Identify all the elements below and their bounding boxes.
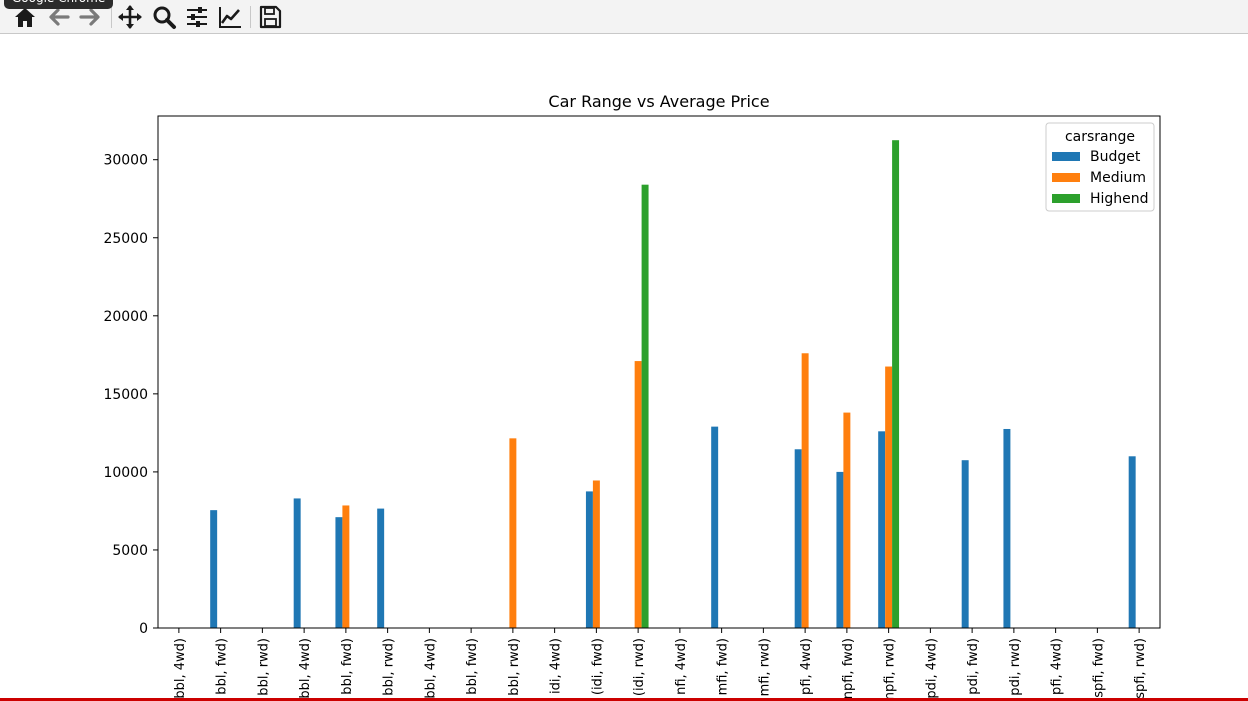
legend-title: carsrange: [1065, 129, 1135, 145]
x-tick-label: nfi, 4wd): [674, 638, 689, 695]
bar-budget: [794, 449, 802, 628]
legend-swatch: [1052, 194, 1080, 203]
x-tick-label: idi, 4wd): [549, 638, 564, 694]
bar-medium: [592, 480, 600, 628]
legend-entry: Medium: [1090, 170, 1146, 186]
tooltip: Google Chrome: [4, 0, 114, 9]
x-tick-label: spfi, fwd): [1091, 638, 1106, 698]
edit-axes-button[interactable]: [216, 3, 244, 31]
x-tick-label: bbl, fwd): [215, 638, 230, 695]
bar-medium: [509, 438, 517, 628]
bar-highend: [641, 184, 649, 628]
bar-budget: [878, 431, 886, 628]
bar-budget: [293, 498, 301, 628]
bar-budget: [711, 426, 719, 628]
legend-swatch: [1052, 173, 1080, 182]
x-tick-label: bbl, fwd): [465, 638, 480, 695]
x-tick-label: mfi, fwd): [716, 638, 731, 695]
arrow-left-icon: [49, 8, 70, 26]
y-tick-label: 20000: [103, 309, 148, 325]
x-tick-label: bbl, 4wd): [423, 638, 438, 698]
matplotlib-toolbar: Google Chrome: [0, 0, 1248, 34]
x-tick-label: bbl, fwd): [340, 638, 355, 695]
bar-medium: [843, 412, 851, 628]
x-tick-label: bbl, rwd): [382, 638, 397, 696]
legend-swatch: [1052, 152, 1080, 161]
x-tick-label: (idi, fwd): [590, 638, 605, 695]
bar-budget: [836, 471, 844, 628]
bar-budget: [210, 510, 218, 628]
x-tick-label: pdi, 4wd): [924, 638, 939, 698]
x-tick-label: bbl, rwd): [256, 638, 271, 696]
y-tick-label: 25000: [103, 231, 148, 247]
sliders-icon: [187, 7, 207, 27]
save-button[interactable]: [256, 3, 284, 31]
bar-budget: [585, 491, 593, 628]
configure-subplots-button[interactable]: [183, 3, 211, 31]
x-tick-label: pfi, 4wd): [799, 638, 814, 695]
zoom-button[interactable]: [150, 3, 178, 31]
chart-title: Car Range vs Average Price: [548, 92, 769, 111]
bar-budget: [1128, 456, 1136, 628]
x-tick-label: (idi, rwd): [632, 638, 647, 696]
x-tick-label: bbl, rwd): [507, 638, 522, 696]
window-bottom-border: [0, 698, 1248, 701]
x-tick-label: pdi, fwd): [966, 638, 981, 695]
pan-button[interactable]: [116, 3, 144, 31]
x-tick-label: npfi, rwd): [883, 638, 898, 698]
back-button[interactable]: [45, 3, 73, 31]
legend-entry: Highend: [1090, 191, 1149, 207]
magnifier-icon: [153, 6, 176, 29]
x-tick-label: spfi, rwd): [1133, 638, 1148, 698]
bar-medium: [634, 361, 642, 628]
move-arrows-icon: [118, 5, 142, 29]
y-tick-label: 15000: [103, 387, 148, 403]
x-tick-label: pdi, rwd): [1008, 638, 1023, 696]
legend-box: [1045, 122, 1155, 212]
bar-medium: [885, 366, 893, 628]
floppy-disk-icon: [259, 5, 282, 29]
y-tick-label: 5000: [112, 543, 148, 559]
home-button[interactable]: [11, 3, 39, 31]
y-tick-label: 30000: [103, 153, 148, 169]
x-tick-label: bbl, 4wd): [173, 638, 188, 698]
line-chart-icon: [219, 7, 241, 28]
bar-medium: [801, 353, 809, 628]
toolbar-separator: [250, 6, 251, 28]
plot-frame: [157, 115, 1161, 629]
bar-medium: [342, 505, 350, 628]
x-tick-label: npfi, fwd): [841, 638, 856, 698]
bar-highend: [892, 140, 900, 628]
bar-budget: [335, 517, 343, 628]
x-tick-label: bbl, 4wd): [298, 638, 313, 698]
forward-button[interactable]: [76, 3, 104, 31]
legend-entry: Budget: [1090, 149, 1141, 165]
bar-budget: [961, 460, 969, 628]
bar-budget: [1003, 428, 1011, 628]
y-tick-label: 0: [139, 621, 148, 637]
x-tick-label: pfi, 4wd): [1050, 638, 1065, 695]
toolbar-separator: [111, 6, 112, 28]
arrow-right-icon: [79, 8, 100, 26]
bar-chart: Car Range vs Average Price 0 5000 10000 1500…: [103, 92, 1161, 698]
home-icon: [15, 8, 35, 27]
x-tick-label: mfi, rwd): [757, 638, 772, 696]
bar-budget: [377, 508, 385, 628]
y-tick-label: 10000: [103, 465, 148, 481]
